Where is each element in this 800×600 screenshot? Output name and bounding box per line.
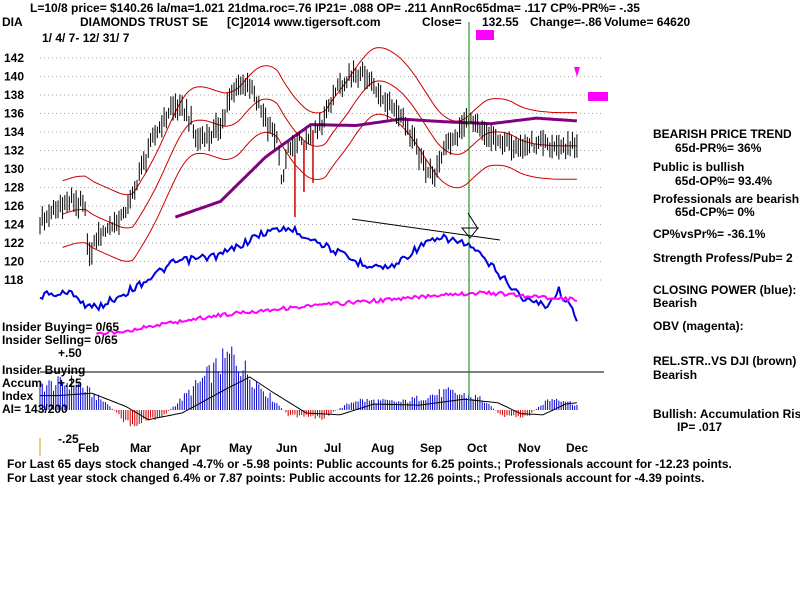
y-tick-label: 120 <box>4 255 24 269</box>
y-tick-label: 142 <box>4 51 24 65</box>
down-arrow-shaft <box>467 212 479 230</box>
x-tick-label: Jul <box>324 441 341 455</box>
footer-1year: For Last year stock changed 6.4% or 7.87… <box>7 471 705 485</box>
x-tick-label: Dec <box>566 441 588 455</box>
insider-buying-ratio: Insider Buying= 0/65 <box>2 320 120 334</box>
x-tick-label: Mar <box>130 441 152 455</box>
obv-line <box>96 289 578 336</box>
x-tick-label: May <box>229 441 253 455</box>
y-tick-label: 126 <box>4 199 24 213</box>
sell-arrow-marker <box>574 67 580 77</box>
y-tick-label: 132 <box>4 144 24 158</box>
header-stats: L=10/8 price= $140.26 la/ma=1.021 21dma.… <box>30 1 640 15</box>
price-bars <box>39 60 578 266</box>
close-value: 132.55 <box>482 15 519 29</box>
y-tick-label: 140 <box>4 70 24 84</box>
close-label: Close= <box>422 15 462 29</box>
y-tick-label: 118 <box>4 273 24 287</box>
insider-buying-label: Insider Buying <box>2 363 86 377</box>
lower-band <box>62 113 577 262</box>
closing-power-line <box>39 224 578 322</box>
footer-65day: For Last 65 days stock changed -4.7% or … <box>7 457 732 471</box>
accum-label: Accum <box>2 376 43 390</box>
obv-line <box>96 289 578 336</box>
y-tick-label: 130 <box>4 162 24 176</box>
ip-value: IP= .017 <box>677 420 723 434</box>
x-tick-label: Jun <box>276 441 297 455</box>
insider-selling-ratio: Insider Selling= 0/65 <box>2 333 118 347</box>
accumulation-index-histogram <box>39 346 578 427</box>
x-tick-label: Nov <box>518 441 541 455</box>
closing-power-line <box>39 224 578 322</box>
closing-power-title: CLOSING POWER (blue): <box>653 283 797 297</box>
trend-line <box>351 218 501 241</box>
security-name: DIAMONDS TRUST SE <box>80 15 209 29</box>
relstr-value: Bearish <box>653 368 698 382</box>
bullish-accum-title: Bullish: Accumulation Risi <box>653 407 800 421</box>
symbol: DIA <box>2 15 23 29</box>
y-tick-label: 122 <box>4 236 24 250</box>
copyright: [C]2014 www.tigersoft.com <box>227 15 381 29</box>
strength-value: Strength Profess/Pub= 2 <box>653 251 793 265</box>
sell-signal-marker <box>476 30 494 40</box>
y-axis-labels: 118 120 122 124 126 128 130 132 134 136 138 140 142 <box>4 51 24 287</box>
x-tick-label: Apr <box>180 441 201 455</box>
index-label: Index <box>2 389 34 403</box>
ma-21-line <box>62 80 577 229</box>
ma-65-line <box>174 116 578 219</box>
date-range: 1/ 4/ 7- 12/ 31/ 7 <box>42 31 130 45</box>
y-tick-label: 136 <box>4 107 24 121</box>
y-tick-label: 134 <box>4 125 24 139</box>
down-arrow-head <box>460 227 480 239</box>
closing-power-value: Bearish <box>653 296 698 310</box>
x-axis-labels: Feb Mar Apr May Jun Jul Aug Sep Oct Nov Dec <box>78 441 588 455</box>
y-tick-label: 124 <box>4 218 24 232</box>
ai-value: AI= 143/200 <box>2 402 68 416</box>
volume-value: Volume= 64620 <box>604 15 691 29</box>
pr-value: 65d-PR%= 36% <box>675 141 762 155</box>
x-tick-label: Feb <box>78 441 99 455</box>
accum-minus25-label: -.25 <box>58 432 79 446</box>
x-tick-label: Sep <box>420 441 442 455</box>
gridlines <box>40 57 604 373</box>
change-value: Change=-.86 <box>530 15 602 29</box>
pro-title: Professionals are bearish <box>653 192 800 206</box>
moving-averages <box>174 116 578 219</box>
y-tick-label: 138 <box>4 88 24 102</box>
x-tick-label: Aug <box>371 441 394 455</box>
cp-value: 65d-CP%= 0% <box>675 205 755 219</box>
cpvspr-value: CP%vsPr%= -36.1% <box>653 227 766 241</box>
op-value: 65d-OP%= 93.4% <box>675 174 773 188</box>
chart-annotations <box>39 22 608 456</box>
y-tick-label: 128 <box>4 181 24 195</box>
bollinger-bands <box>62 47 577 262</box>
relstr-title: REL.STR..VS DJI (brown) <box>653 354 797 368</box>
accum-moving-average <box>40 376 577 421</box>
sell-signal-marker <box>588 92 608 101</box>
public-title: Public is bullish <box>653 160 745 174</box>
upper-band <box>62 47 577 196</box>
accum-plus50-label: +.50 <box>58 346 82 360</box>
obv-title: OBV (magenta): <box>653 319 744 333</box>
accum-plus25-label: +.25 <box>58 376 82 390</box>
trend-title: BEARISH PRICE TREND <box>653 127 792 141</box>
x-tick-label: Oct <box>467 441 487 455</box>
